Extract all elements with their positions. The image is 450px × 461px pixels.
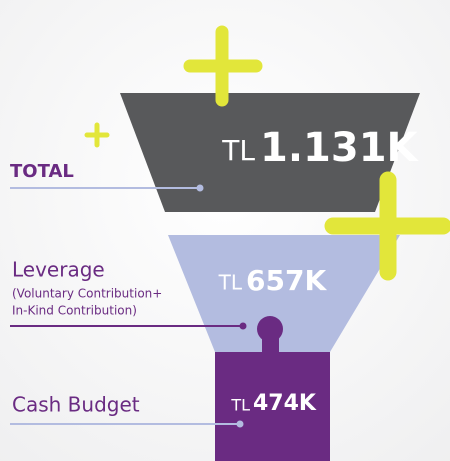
note: In-Kind Contribution) [12, 304, 137, 318]
amount: 474K [253, 391, 317, 416]
label: Cash Budget [12, 393, 140, 417]
connector-dot [239, 322, 247, 330]
currency: TL [218, 271, 243, 295]
label: TOTAL [10, 161, 74, 182]
plus-large [183, 25, 263, 107]
funnel-bottom [215, 352, 330, 461]
note: (Voluntary Contribution+ [12, 287, 162, 301]
currency: TL [221, 134, 255, 167]
puzzle-knob [257, 316, 283, 342]
currency: TL [230, 396, 250, 415]
funnel-middle [168, 235, 400, 352]
connector-dot [196, 184, 204, 192]
label: Leverage [12, 258, 105, 282]
connector-dot [236, 420, 244, 428]
funnel-top [120, 93, 420, 212]
plus-large [324, 171, 450, 281]
plus-decorations [84, 25, 450, 281]
amount: 657K [246, 264, 327, 297]
amount: 1.131K [260, 125, 420, 171]
plus-small [84, 122, 110, 148]
